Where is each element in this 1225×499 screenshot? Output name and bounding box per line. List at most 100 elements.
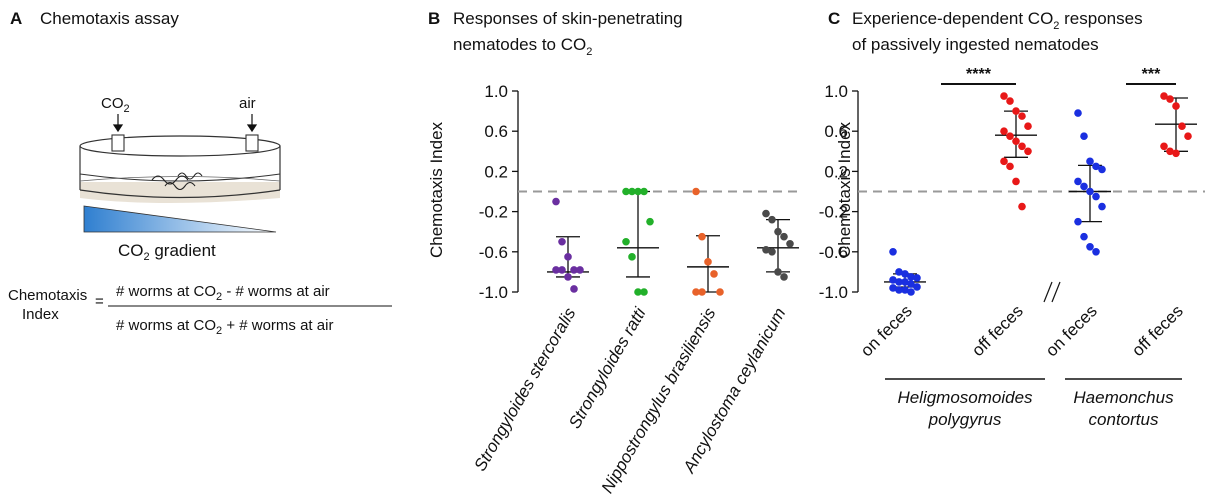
co2-inlet-label: CO2 — [101, 95, 130, 115]
data-point — [1086, 242, 1094, 251]
species-label: polygyrus — [928, 410, 1002, 429]
data-point — [1000, 92, 1008, 100]
data-point — [628, 253, 636, 261]
data-point — [570, 266, 578, 274]
x-category-label: off feces — [1128, 301, 1187, 360]
data-point — [1018, 112, 1026, 120]
data-point — [698, 288, 706, 296]
data-point — [1166, 95, 1174, 103]
x-category-label: Strongyloides ratti — [565, 303, 650, 431]
panel-c-title-line2: of passively ingested nematodes — [852, 35, 1099, 54]
data-point — [1080, 232, 1088, 241]
data-point — [634, 288, 642, 296]
data-point — [907, 280, 915, 288]
data-point — [889, 248, 897, 256]
axis-break-mark — [1043, 281, 1053, 303]
data-point — [622, 187, 630, 196]
data-point — [774, 268, 782, 276]
data-point — [564, 273, 572, 281]
y-tick-label: 0.2 — [824, 162, 848, 181]
y-tick-label: 0.6 — [484, 122, 508, 141]
panel-c-plot: 1.0 0.6 0.2 -0.2 -0.6 -1.0 on feces off feces on… — [819, 66, 1205, 429]
y-tick-label: -0.6 — [479, 243, 508, 262]
data-point — [895, 268, 903, 276]
data-point — [901, 286, 909, 294]
x-category-label: Strongyloides stercoralis — [470, 304, 579, 474]
data-point — [768, 215, 776, 224]
data-point — [570, 285, 578, 293]
data-point — [1074, 109, 1082, 117]
data-point — [1092, 162, 1100, 171]
data-point — [1098, 202, 1106, 211]
panel-b-title-line2: nematodes to CO2 — [453, 35, 592, 58]
data-point — [1006, 132, 1014, 141]
panel-a: A Chemotaxis assay CO2 air — [8, 9, 392, 337]
data-point — [1086, 157, 1094, 166]
panel-a-title: Chemotaxis assay — [40, 9, 179, 28]
data-point — [1012, 177, 1020, 186]
data-point — [1080, 182, 1088, 191]
data-point — [889, 276, 897, 284]
data-point — [901, 278, 909, 286]
data-point — [692, 288, 700, 296]
data-point — [1018, 142, 1026, 151]
panel-b: B Responses of skin-penetrating nematode… — [427, 9, 802, 496]
y-tick-label: 1.0 — [824, 82, 848, 101]
data-point — [889, 284, 897, 292]
co2-arrow-icon — [112, 114, 124, 133]
data-point — [780, 273, 788, 281]
y-tick-label: -0.2 — [819, 203, 848, 222]
data-point — [1080, 132, 1088, 141]
data-point — [913, 283, 921, 291]
data-point — [640, 187, 648, 196]
data-point — [1098, 165, 1106, 174]
data-point — [1160, 92, 1168, 100]
data-point — [552, 197, 560, 206]
y-tick-label: 0.6 — [824, 122, 848, 141]
y-tick-label: 0.2 — [484, 162, 508, 181]
data-point — [786, 239, 794, 248]
axis-break-mark — [1051, 281, 1061, 303]
data-point — [1166, 147, 1174, 156]
data-point — [895, 286, 903, 294]
data-point — [704, 258, 712, 266]
data-point — [1184, 132, 1192, 141]
formula-numerator: # worms at CO2 - # worms at air — [116, 283, 330, 303]
formula-lhs-line2: Index — [22, 306, 59, 323]
data-point — [907, 273, 915, 281]
x-category-label: on feces — [1042, 301, 1101, 360]
panel-b-label: B — [428, 9, 440, 28]
significance-stars: *** — [1142, 66, 1161, 83]
formula-denominator: # worms at CO2 + # worms at air — [116, 317, 333, 337]
data-point — [576, 266, 584, 274]
y-tick-label: -0.6 — [819, 243, 848, 262]
panel-c-y-axis-label: Chemotaxis Index — [835, 121, 854, 258]
species-label: Haemonchus — [1073, 388, 1174, 407]
x-category-label: on feces — [857, 301, 916, 360]
data-point — [1024, 147, 1032, 156]
data-point — [1000, 127, 1008, 135]
data-point — [762, 209, 770, 218]
data-point — [1024, 122, 1032, 130]
data-point — [558, 266, 566, 274]
petri-dish-icon — [79, 134, 281, 203]
panel-c: C Experience-dependent CO2 responses of … — [819, 9, 1205, 429]
data-point — [768, 248, 776, 256]
data-point — [552, 266, 560, 274]
data-point — [1172, 102, 1180, 110]
air-arrow-icon — [246, 114, 258, 133]
data-point — [1178, 122, 1186, 130]
species-label: Heligmosomoides — [897, 388, 1033, 407]
data-point — [1074, 177, 1082, 186]
panel-b-title-line1: Responses of skin-penetrating — [453, 9, 683, 28]
data-point — [640, 288, 648, 296]
data-point — [646, 217, 654, 226]
x-category-label: off feces — [968, 301, 1027, 360]
y-tick-label: -0.2 — [479, 203, 508, 222]
data-point — [634, 187, 642, 196]
significance-stars: **** — [966, 66, 992, 83]
species-label: contortus — [1089, 410, 1159, 429]
co2-gradient-wedge — [83, 205, 277, 233]
gradient-label: CO2 gradient — [118, 241, 216, 263]
